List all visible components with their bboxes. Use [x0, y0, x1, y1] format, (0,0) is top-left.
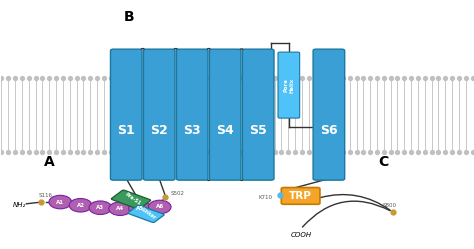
Text: A: A — [44, 155, 55, 169]
Text: Linker: Linker — [140, 207, 157, 221]
FancyBboxPatch shape — [313, 49, 345, 180]
Text: S502: S502 — [171, 191, 184, 196]
Text: C: C — [378, 155, 389, 169]
Text: B: B — [124, 10, 135, 24]
Ellipse shape — [49, 195, 72, 209]
Text: S1: S1 — [118, 124, 135, 136]
Text: Pre-S1: Pre-S1 — [124, 192, 142, 206]
Text: S5: S5 — [249, 124, 267, 136]
Text: S800: S800 — [383, 203, 397, 208]
FancyBboxPatch shape — [281, 187, 320, 204]
Text: S116: S116 — [39, 193, 53, 198]
FancyBboxPatch shape — [144, 49, 175, 180]
FancyBboxPatch shape — [110, 49, 142, 180]
Text: COOH: COOH — [291, 232, 312, 238]
FancyBboxPatch shape — [111, 190, 151, 209]
Text: Pore
Helix: Pore Helix — [283, 77, 294, 93]
FancyBboxPatch shape — [278, 52, 300, 118]
Ellipse shape — [148, 200, 171, 214]
Ellipse shape — [69, 198, 92, 212]
Text: A1: A1 — [56, 199, 64, 205]
Text: K710: K710 — [259, 195, 273, 200]
Text: A6: A6 — [155, 204, 164, 209]
Text: TRP: TRP — [289, 191, 312, 201]
FancyBboxPatch shape — [128, 205, 164, 223]
Text: A5: A5 — [136, 206, 144, 211]
Ellipse shape — [109, 202, 131, 215]
FancyBboxPatch shape — [176, 49, 208, 180]
Text: S4: S4 — [216, 124, 234, 136]
Text: S6: S6 — [320, 124, 337, 136]
Text: A3: A3 — [96, 205, 104, 210]
Text: A4: A4 — [116, 206, 124, 211]
Text: A2: A2 — [77, 203, 84, 208]
Ellipse shape — [89, 201, 112, 214]
FancyBboxPatch shape — [210, 49, 241, 180]
Ellipse shape — [128, 201, 151, 215]
FancyBboxPatch shape — [242, 49, 274, 180]
Text: S3: S3 — [183, 124, 201, 136]
Text: NH₂: NH₂ — [13, 201, 27, 207]
Text: S2: S2 — [150, 124, 168, 136]
